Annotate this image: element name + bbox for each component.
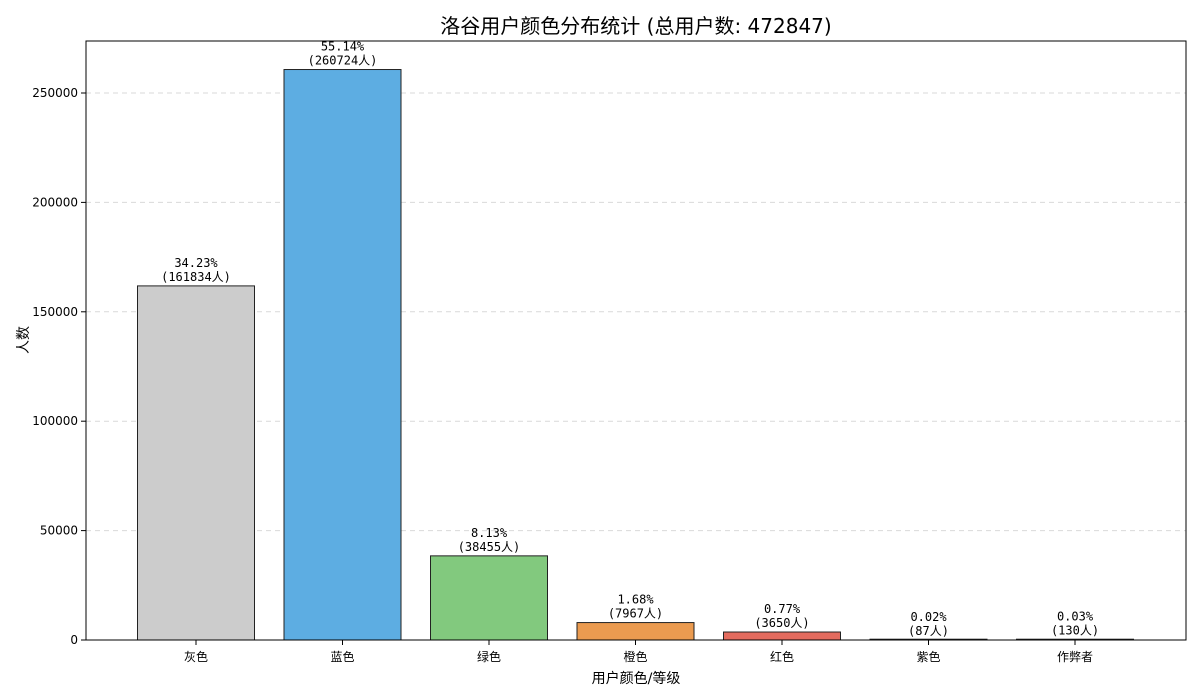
x-axis: 灰色 蓝色 绿色 橙色 红色 紫色 作弊者 bbox=[184, 640, 1093, 664]
bar-count-label: (38455人) bbox=[458, 540, 521, 554]
bar-count-label: (260724人) bbox=[308, 54, 378, 68]
bar-2 bbox=[283, 69, 402, 641]
bar-percent-label: 0.77% bbox=[764, 602, 801, 616]
y-tick-label: 50000 bbox=[40, 524, 78, 538]
y-axis-label: 人数 bbox=[16, 326, 32, 354]
bar-1 bbox=[137, 285, 255, 641]
bars bbox=[137, 69, 1134, 641]
x-tick-label: 蓝色 bbox=[330, 650, 354, 664]
bar-count-label: (3650人) bbox=[754, 616, 809, 630]
bar-percent-label: 0.03% bbox=[1057, 610, 1094, 624]
x-axis-label: 用户颜色/等级 bbox=[592, 670, 681, 687]
y-tick-label: 150000 bbox=[32, 305, 78, 319]
chart-title: 洛谷用户颜色分布统计 (总用户数: 472847) bbox=[440, 14, 831, 38]
y-tick-label: 100000 bbox=[32, 414, 78, 428]
y-tick-label: 200000 bbox=[32, 195, 78, 209]
bar-count-label: (87人) bbox=[908, 624, 949, 638]
bar-4 bbox=[576, 622, 695, 641]
x-tick-label: 红色 bbox=[770, 649, 794, 664]
x-tick-label: 橙色 bbox=[623, 649, 647, 664]
bar-percent-label: 34.23% bbox=[174, 256, 218, 270]
bar-count-label: (130人) bbox=[1051, 624, 1099, 638]
data-labels: 34.23%(161834人) 55.14%(260724人) 8.13%(3845… bbox=[161, 40, 1099, 638]
bar-percent-label: 55.14% bbox=[321, 40, 365, 54]
x-tick-label: 作弊者 bbox=[1057, 649, 1093, 664]
x-tick-label: 灰色 bbox=[184, 650, 208, 664]
bar-5 bbox=[723, 631, 841, 641]
bar-percent-label: 8.13% bbox=[471, 526, 508, 540]
grid-lines bbox=[86, 92, 1186, 532]
bar-percent-label: 1.68% bbox=[617, 593, 654, 607]
bar-count-label: (7967人) bbox=[608, 607, 663, 621]
x-tick-label: 紫色 bbox=[916, 650, 940, 664]
bar-3 bbox=[430, 555, 548, 641]
bar-count-label: (161834人) bbox=[161, 270, 231, 284]
bar-percent-label: 0.02% bbox=[910, 610, 947, 624]
x-tick-label: 绿色 bbox=[477, 649, 501, 664]
y-axis: 0 50000 100000 150000 200000 250000 bbox=[32, 86, 86, 647]
y-tick-label: 0 bbox=[70, 633, 78, 647]
y-tick-label: 250000 bbox=[32, 86, 78, 100]
